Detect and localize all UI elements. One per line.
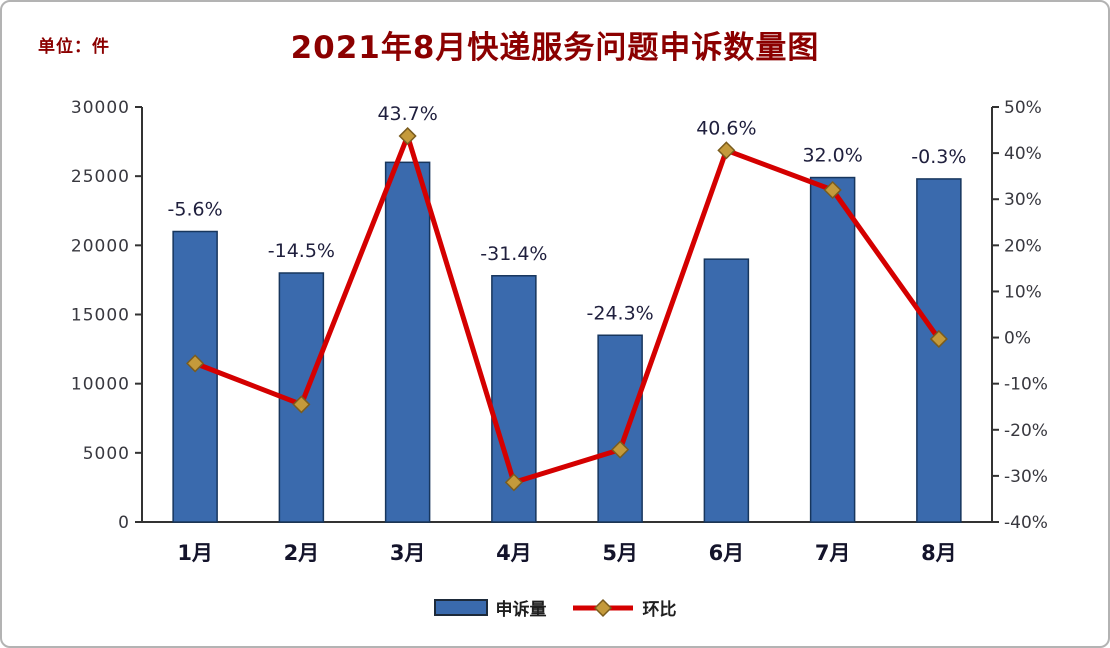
x-category-label: 8月 bbox=[921, 541, 957, 565]
y-right-tick-label: 30% bbox=[1004, 190, 1042, 210]
y-right-tick-label: 20% bbox=[1004, 236, 1042, 256]
marker-2月 bbox=[292, 395, 311, 414]
legend-label-line: 环比 bbox=[642, 600, 677, 620]
marker-6月 bbox=[717, 141, 736, 160]
y-right-tick-label: -20% bbox=[1004, 421, 1048, 441]
y-left-tick-label: 10000 bbox=[71, 375, 130, 395]
chart-legend: 申诉量 环比 bbox=[2, 595, 1108, 620]
y-left-tick-label: 25000 bbox=[71, 167, 130, 187]
legend-label-bar: 申诉量 bbox=[495, 600, 547, 620]
bar-3月 bbox=[384, 161, 431, 523]
y-left-tick-label: 20000 bbox=[71, 236, 130, 256]
unit-label: 单位：件 bbox=[38, 37, 110, 57]
y-right-tick-label: 40% bbox=[1004, 144, 1042, 164]
x-category-label: 2月 bbox=[284, 541, 320, 565]
marker-1月 bbox=[186, 354, 205, 373]
legend-item-line: 环比 bbox=[571, 595, 677, 620]
chart-title: 2021年8月快递服务问题申诉数量图 bbox=[290, 30, 820, 66]
marker-7月 bbox=[823, 180, 842, 200]
trend-line bbox=[192, 133, 942, 485]
marker-5月 bbox=[611, 440, 630, 459]
bar-8月 bbox=[916, 178, 962, 523]
line-data-label: -5.6% bbox=[168, 199, 223, 221]
x-category-label: 4月 bbox=[496, 541, 532, 565]
y-right-tick-label: 0% bbox=[1004, 329, 1031, 349]
line-data-label: 43.7% bbox=[377, 103, 437, 125]
bar-series-swatch bbox=[433, 599, 488, 616]
y-left-tick-label: 5000 bbox=[83, 444, 130, 464]
y-right-tick-label: 10% bbox=[1004, 282, 1042, 302]
marker-3月 bbox=[398, 126, 417, 146]
line-series-swatch bbox=[572, 598, 633, 617]
y-left-tick-label: 15000 bbox=[71, 306, 130, 326]
y-right-tick-label: -30% bbox=[1004, 467, 1048, 487]
y-left-tick-label: 0 bbox=[118, 513, 130, 533]
y-left-tick-label: 30000 bbox=[71, 98, 130, 118]
line-data-label: -31.4% bbox=[480, 243, 547, 265]
x-category-label: 1月 bbox=[177, 541, 213, 565]
bar-5月 bbox=[597, 334, 643, 523]
marker-8月 bbox=[929, 329, 948, 348]
bar-1月 bbox=[172, 230, 218, 523]
x-category-label: 7月 bbox=[815, 541, 851, 565]
line-data-label: 32.0% bbox=[802, 145, 862, 167]
x-category-label: 6月 bbox=[709, 541, 745, 565]
line-data-label: 40.6% bbox=[696, 117, 756, 139]
x-category-label: 5月 bbox=[602, 541, 638, 565]
y-right-tick-label: 50% bbox=[1004, 98, 1042, 118]
y-right-tick-label: -40% bbox=[1004, 513, 1048, 533]
bar-7月 bbox=[809, 176, 856, 523]
line-data-label: -14.5% bbox=[268, 240, 335, 262]
bar-6月 bbox=[703, 258, 750, 523]
legend-item-bar: 申诉量 bbox=[433, 595, 547, 620]
marker-4月 bbox=[504, 473, 523, 492]
x-category-label: 3月 bbox=[390, 541, 426, 565]
line-data-label: -24.3% bbox=[587, 302, 654, 324]
y-right-tick-label: -10% bbox=[1004, 375, 1048, 395]
line-data-label: -0.3% bbox=[911, 146, 966, 168]
